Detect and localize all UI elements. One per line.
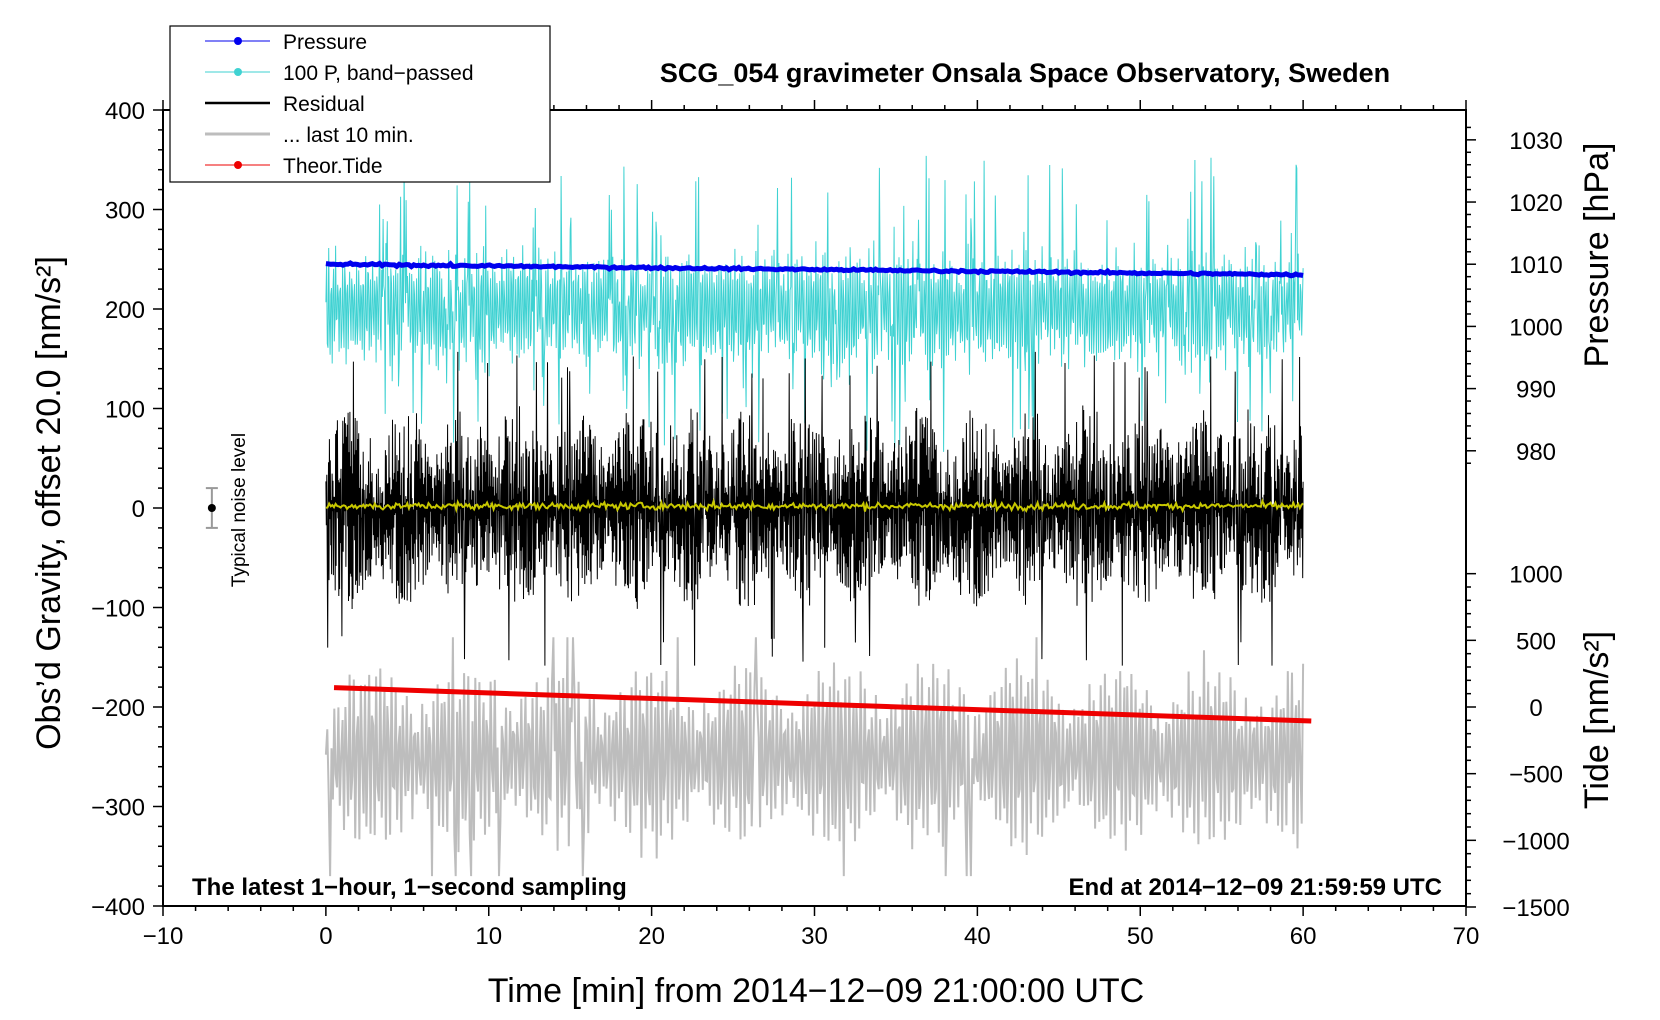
x-axis-title: Time [min] from 2014−12−09 21:00:00 UTC	[488, 972, 1144, 1010]
last-10-min-line	[324, 637, 1305, 877]
y-left-tick-label: −100	[91, 596, 145, 623]
y-left-tick-label: 100	[105, 397, 145, 424]
y-left-tick-label: 300	[105, 198, 145, 225]
tide-tick-label: 1000	[1509, 562, 1562, 589]
legend-label: ... last 10 min.	[283, 124, 414, 147]
legend-swatch-marker	[234, 68, 242, 76]
pressure-tick-label: 1020	[1509, 190, 1562, 217]
x-tick-label: 30	[801, 923, 828, 950]
y-left-tick-label: −400	[91, 894, 145, 921]
pressure-axis-title: Pressure [hPa]	[1578, 143, 1616, 368]
y-axis-left-title-text: Obs’d Gravity, offset 20.0 [nm/s²]	[30, 256, 68, 750]
smoothed-residual-line	[325, 497, 1304, 514]
x-tick-label: 10	[475, 923, 502, 950]
legend-swatch-marker	[234, 161, 242, 169]
x-tick-label: 40	[964, 923, 991, 950]
pressure-tick-label: 1000	[1509, 314, 1562, 341]
pressure-tick-label: 980	[1516, 439, 1556, 466]
legend-label: Theor.Tide	[283, 155, 383, 178]
theoretical-tide-line	[333, 685, 1312, 724]
x-tick-label: 70	[1453, 923, 1480, 950]
legend-label: Residual	[283, 93, 365, 116]
x-tick-label: 0	[319, 923, 332, 950]
footer-right-note: End at 2014−12−09 21:59:59 UTC	[1068, 874, 1442, 901]
y-left-tick-label: 400	[105, 98, 145, 125]
pressure-line	[325, 260, 1304, 279]
pressure-tick-label: 1010	[1509, 252, 1562, 279]
tide-tick-label: −1000	[1502, 828, 1569, 855]
x-tick-label: 20	[638, 923, 665, 950]
legend-label: Pressure	[283, 31, 367, 54]
noise-level-label: Typical noise level	[229, 433, 250, 587]
chart-title: SCG_054 gravimeter Onsala Space Observat…	[660, 58, 1390, 88]
legend-label: 100 P, band−passed	[283, 62, 474, 85]
plot-area	[205, 155, 1312, 877]
pressure-tick-label: 1030	[1509, 128, 1562, 155]
noise-point	[207, 504, 216, 512]
tide-tick-label: −500	[1509, 762, 1563, 789]
tide-axis-title: Tide [nm/s²]	[1578, 631, 1616, 809]
x-tick-label: −10	[143, 923, 184, 950]
y-left-tick-label: −200	[91, 695, 145, 722]
y-left-tick-label: 200	[105, 297, 145, 324]
legend-swatch-marker	[234, 37, 242, 45]
tide-tick-label: −1500	[1502, 895, 1569, 922]
y-left-tick-label: −300	[91, 795, 145, 822]
residual-line	[325, 351, 1304, 666]
x-tick-label: 50	[1127, 923, 1154, 950]
footer-left-note: The latest 1−hour, 1−second sampling	[192, 874, 627, 901]
tide-tick-label: 500	[1516, 628, 1556, 655]
legend: Pressure 100 P, band−passed Residual ... la…	[169, 25, 551, 183]
axes: −10 0 10 20 30 40 50 60 704003002001000−100−200−…	[91, 98, 1570, 950]
bandpassed-pressure-line	[325, 155, 1304, 452]
y-axis-left-title: Obs’d Gravity, offset 20.0 [nm/s²]	[30, 256, 68, 750]
pressure-tick-label: 990	[1516, 377, 1556, 404]
x-tick-label: 60	[1290, 923, 1317, 950]
y-left-tick-label: 0	[132, 496, 145, 523]
tide-tick-label: 0	[1529, 695, 1542, 722]
